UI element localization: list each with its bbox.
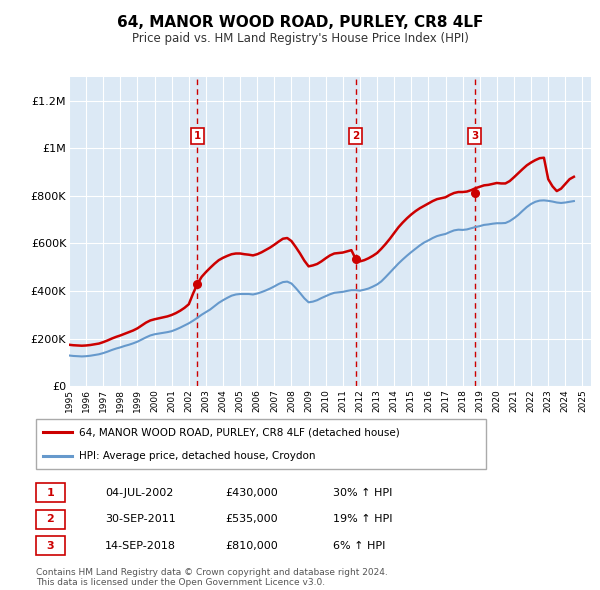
Text: 64, MANOR WOOD ROAD, PURLEY, CR8 4LF (detached house): 64, MANOR WOOD ROAD, PURLEY, CR8 4LF (de… — [79, 427, 400, 437]
Text: Price paid vs. HM Land Registry's House Price Index (HPI): Price paid vs. HM Land Registry's House … — [131, 32, 469, 45]
Text: 30-SEP-2011: 30-SEP-2011 — [105, 514, 176, 524]
Text: 1: 1 — [47, 488, 54, 497]
Text: Contains HM Land Registry data © Crown copyright and database right 2024.
This d: Contains HM Land Registry data © Crown c… — [36, 568, 388, 587]
Text: £810,000: £810,000 — [225, 541, 278, 550]
Text: 2: 2 — [352, 131, 359, 141]
Text: 2: 2 — [47, 514, 54, 524]
Text: 14-SEP-2018: 14-SEP-2018 — [105, 541, 176, 550]
Text: 3: 3 — [471, 131, 478, 141]
Text: HPI: Average price, detached house, Croydon: HPI: Average price, detached house, Croy… — [79, 451, 316, 461]
Text: 3: 3 — [47, 541, 54, 550]
Text: 30% ↑ HPI: 30% ↑ HPI — [333, 488, 392, 497]
Text: £430,000: £430,000 — [225, 488, 278, 497]
Text: 64, MANOR WOOD ROAD, PURLEY, CR8 4LF: 64, MANOR WOOD ROAD, PURLEY, CR8 4LF — [117, 15, 483, 30]
Text: 6% ↑ HPI: 6% ↑ HPI — [333, 541, 385, 550]
Text: £535,000: £535,000 — [225, 514, 278, 524]
Text: 04-JUL-2002: 04-JUL-2002 — [105, 488, 173, 497]
Text: 19% ↑ HPI: 19% ↑ HPI — [333, 514, 392, 524]
Text: 1: 1 — [194, 131, 201, 141]
